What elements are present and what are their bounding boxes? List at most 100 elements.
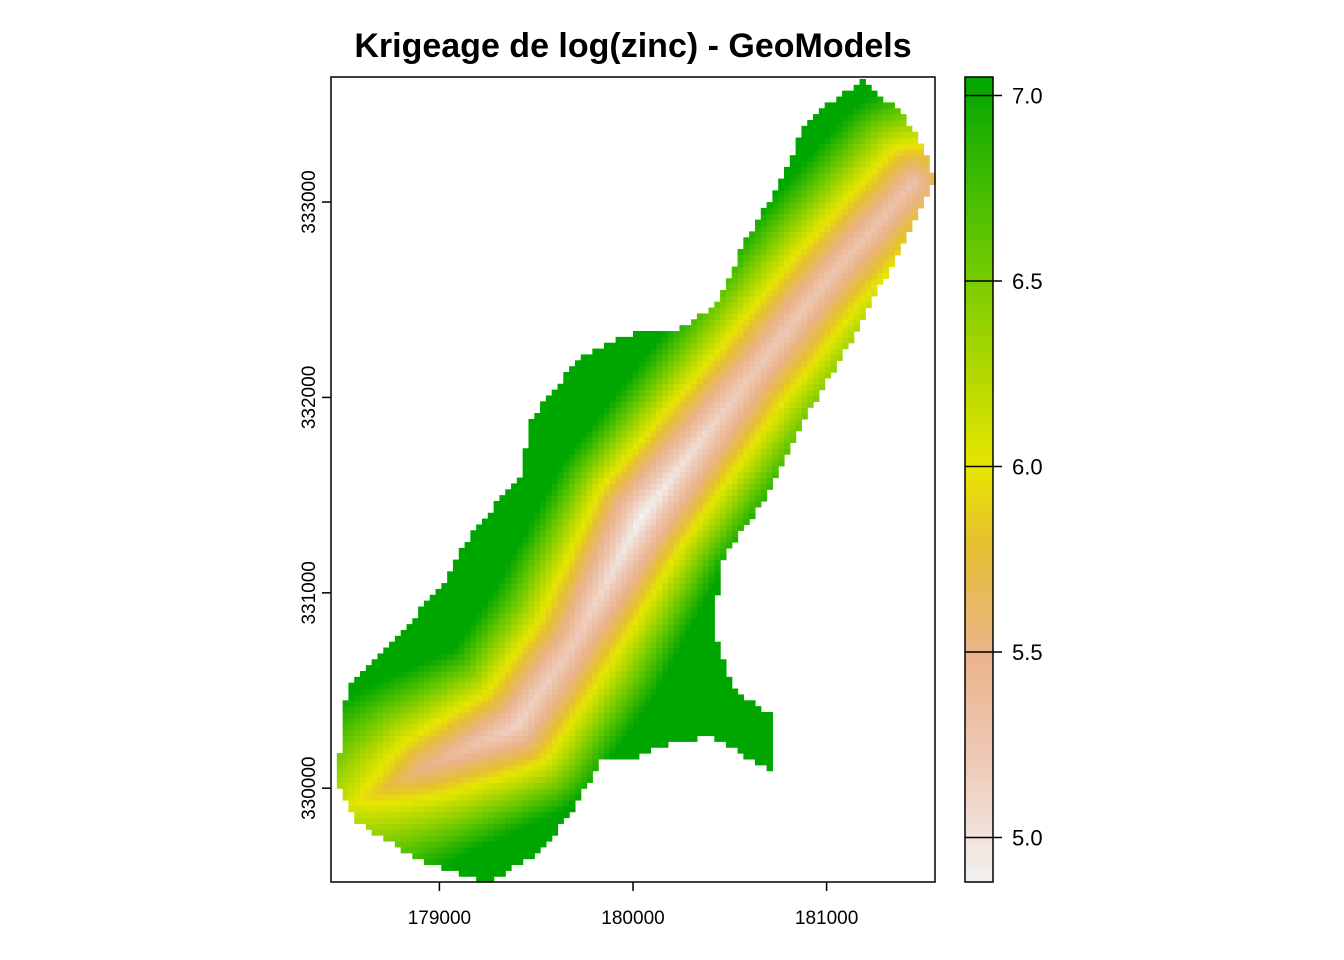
raster-cell bbox=[383, 835, 390, 842]
raster-cell bbox=[673, 717, 681, 725]
raster-cell bbox=[389, 712, 396, 719]
raster-cell bbox=[528, 747, 535, 754]
raster-cell bbox=[627, 612, 634, 619]
raster-cell bbox=[778, 307, 785, 315]
raster-cell bbox=[679, 588, 686, 596]
raster-cell bbox=[691, 688, 698, 696]
raster-cell bbox=[633, 477, 640, 485]
raster-cell bbox=[534, 465, 541, 473]
raster-cell bbox=[586, 395, 593, 402]
raster-cell bbox=[795, 389, 803, 397]
raster-cell bbox=[615, 594, 622, 602]
raster-cell bbox=[836, 202, 843, 209]
raster-cell bbox=[679, 360, 686, 367]
raster-cell bbox=[464, 811, 471, 819]
raster-cell bbox=[487, 770, 495, 778]
raster-cell bbox=[423, 682, 431, 690]
raster-cell bbox=[679, 448, 686, 455]
raster-cell bbox=[580, 694, 588, 701]
raster-cell bbox=[418, 770, 425, 778]
raster-cell bbox=[569, 407, 576, 414]
raster-cell bbox=[580, 653, 588, 660]
raster-cell bbox=[691, 436, 698, 443]
raster-cell bbox=[679, 723, 686, 731]
raster-cell bbox=[685, 641, 692, 649]
raster-cell bbox=[447, 782, 454, 789]
raster-cell bbox=[667, 694, 675, 701]
raster-cell bbox=[452, 729, 460, 737]
raster-cell bbox=[662, 547, 669, 555]
raster-cell bbox=[545, 536, 553, 543]
raster-cell bbox=[679, 366, 686, 373]
raster-cell bbox=[760, 483, 768, 490]
raster-cell bbox=[470, 682, 477, 690]
raster-cell bbox=[516, 688, 524, 696]
raster-cell bbox=[725, 430, 733, 438]
raster-cell bbox=[511, 700, 518, 707]
raster-cell bbox=[685, 459, 692, 467]
raster-cell bbox=[482, 747, 489, 754]
raster-cell bbox=[836, 307, 843, 315]
raster-cell bbox=[540, 600, 547, 608]
raster-cell bbox=[586, 518, 593, 526]
raster-cell bbox=[638, 553, 646, 561]
raster-cell bbox=[511, 518, 518, 526]
raster-cell bbox=[528, 506, 535, 514]
raster-cell bbox=[638, 594, 646, 602]
raster-cell bbox=[569, 547, 576, 555]
raster-cell bbox=[389, 688, 396, 696]
raster-cell bbox=[633, 629, 640, 637]
raster-cell bbox=[603, 717, 611, 725]
raster-cell bbox=[365, 764, 373, 772]
raster-cell bbox=[743, 747, 750, 754]
raster-cell bbox=[667, 676, 675, 684]
raster-cell bbox=[429, 840, 437, 848]
raster-cell bbox=[789, 248, 797, 256]
raster-cell bbox=[667, 500, 675, 508]
raster-cell bbox=[650, 354, 657, 361]
raster-cell bbox=[516, 618, 524, 625]
raster-cell bbox=[557, 753, 564, 760]
raster-cell bbox=[615, 653, 622, 660]
raster-cell bbox=[789, 424, 797, 432]
raster-cell bbox=[685, 354, 692, 361]
raster-cell bbox=[540, 618, 547, 625]
raster-cell bbox=[754, 383, 762, 391]
raster-cell bbox=[749, 741, 756, 748]
raster-cell bbox=[731, 278, 739, 285]
raster-cell bbox=[720, 530, 727, 537]
raster-cell bbox=[673, 471, 681, 479]
raster-cell bbox=[505, 500, 512, 508]
raster-cell bbox=[348, 741, 355, 748]
raster-cell bbox=[766, 207, 773, 215]
raster-cell bbox=[580, 770, 588, 778]
raster-cell bbox=[464, 583, 471, 590]
raster-cell bbox=[638, 647, 646, 654]
raster-cell bbox=[441, 588, 448, 596]
raster-cell bbox=[540, 712, 547, 719]
raster-cell bbox=[633, 524, 640, 531]
raster-cell bbox=[464, 547, 471, 555]
raster-cell bbox=[656, 676, 663, 684]
raster-cell bbox=[789, 348, 797, 356]
raster-cell bbox=[394, 735, 402, 742]
raster-cell bbox=[615, 360, 622, 367]
raster-cell bbox=[580, 747, 588, 754]
raster-cell bbox=[516, 817, 524, 824]
raster-cell bbox=[813, 272, 820, 279]
raster-cell bbox=[691, 483, 698, 490]
raster-cell bbox=[348, 805, 355, 813]
raster-cell bbox=[656, 354, 663, 361]
raster-cell bbox=[720, 295, 727, 303]
raster-cell bbox=[412, 805, 419, 813]
raster-cell bbox=[598, 624, 605, 631]
raster-cell bbox=[696, 325, 704, 332]
raster-cell bbox=[412, 782, 419, 789]
raster-cell bbox=[574, 770, 582, 778]
raster-cell bbox=[569, 665, 576, 672]
raster-cell bbox=[813, 313, 820, 320]
raster-cell bbox=[754, 348, 762, 356]
raster-cell bbox=[516, 741, 524, 748]
raster-cell bbox=[714, 360, 721, 367]
raster-cell bbox=[772, 319, 779, 326]
